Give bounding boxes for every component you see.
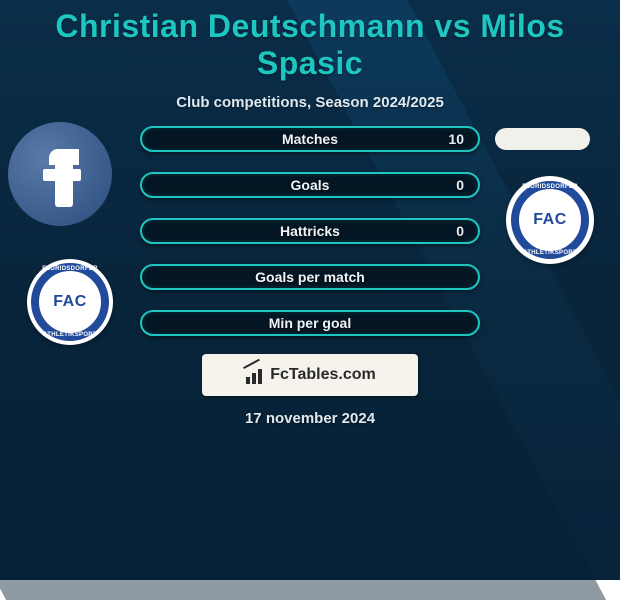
- page-title: Christian Deutschmann vs Milos Spasic: [0, 0, 620, 82]
- subtitle: Club competitions, Season 2024/2025: [0, 94, 620, 111]
- stat-row-hattricks: Hattricks 0: [140, 218, 480, 244]
- stat-row-goals-per-match: Goals per match: [140, 264, 480, 290]
- stat-value: 0: [456, 223, 464, 239]
- stat-label: Goals per match: [255, 269, 365, 285]
- brand-badge: FcTables.com: [202, 354, 418, 396]
- avatar-right-placeholder: [495, 128, 590, 150]
- stat-label: Matches: [282, 131, 338, 147]
- avatar-player-left: [8, 122, 112, 226]
- chart-icon: [244, 366, 264, 384]
- club-name-bottom: ATHLETIKSPORT: [43, 332, 97, 338]
- club-abbr: FAC: [533, 211, 567, 229]
- club-name-top: FLORIDSDORFER: [42, 266, 98, 272]
- club-badge-left: FLORIDSDORFER FAC ATHLETIKSPORT: [27, 259, 113, 345]
- club-badge-right: FLORIDSDORFER FAC ATHLETIKSPORT: [506, 176, 594, 264]
- stat-label: Min per goal: [269, 315, 351, 331]
- stat-row-goals: Goals 0: [140, 172, 480, 198]
- date-label: 17 november 2024: [245, 410, 375, 427]
- stat-label: Goals: [291, 177, 330, 193]
- club-abbr: FAC: [53, 293, 87, 311]
- brand-label: FcTables.com: [270, 366, 376, 384]
- stat-label: Hattricks: [280, 223, 340, 239]
- stats-list: Matches 10 Goals 0 Hattricks 0 Goals per…: [140, 126, 480, 356]
- stat-value: 10: [448, 131, 464, 147]
- facebook-icon: [27, 141, 93, 207]
- club-name-bottom: ATHLETIKSPORT: [523, 250, 577, 256]
- stat-value: 0: [456, 177, 464, 193]
- stat-row-matches: Matches 10: [140, 126, 480, 152]
- stat-row-min-per-goal: Min per goal: [140, 310, 480, 336]
- club-name-top: FLORIDSDORFER: [522, 184, 578, 190]
